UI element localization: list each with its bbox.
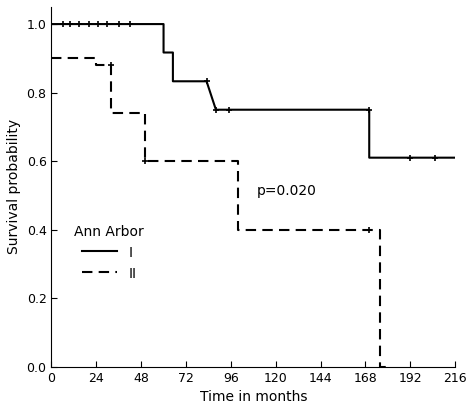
Y-axis label: Survival probability: Survival probability: [7, 119, 21, 254]
Text: p=0.020: p=0.020: [257, 185, 317, 199]
X-axis label: Time in months: Time in months: [200, 390, 307, 404]
Legend: I, II: I, II: [74, 225, 144, 281]
